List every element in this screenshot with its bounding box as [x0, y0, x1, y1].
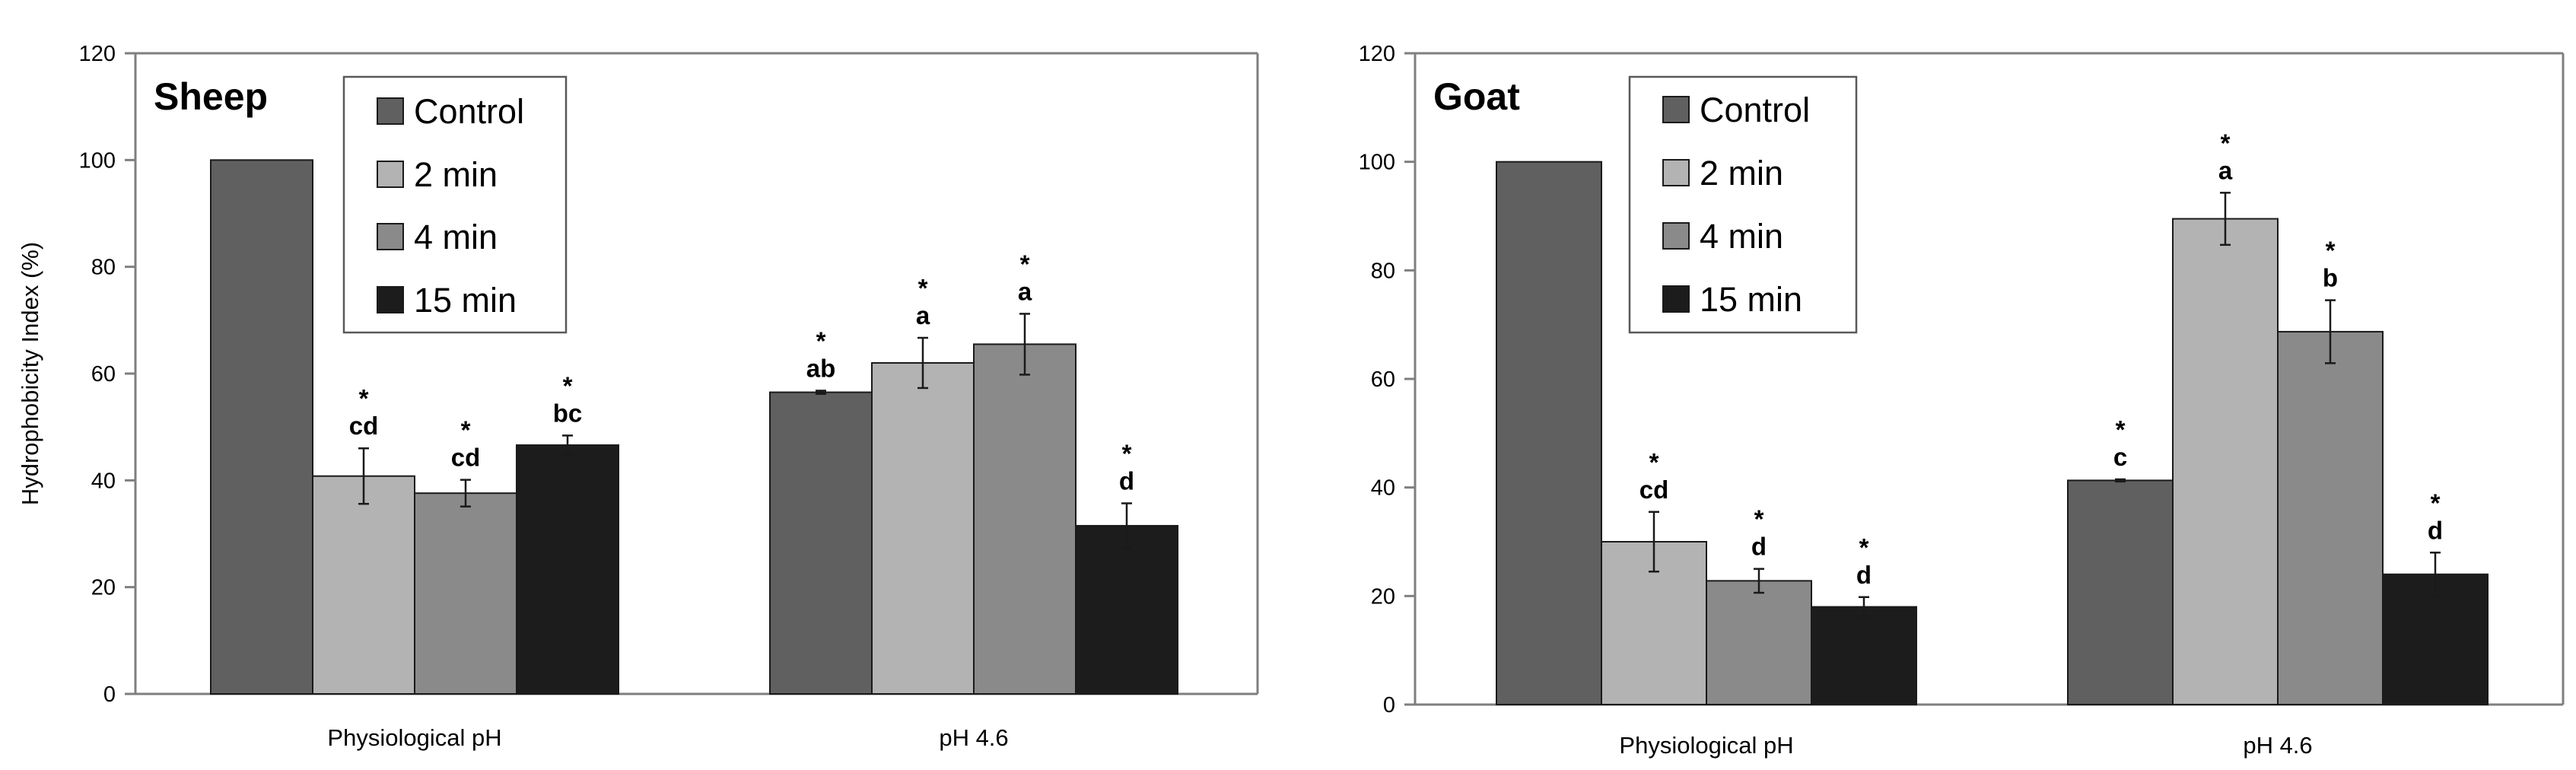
bar-4-min	[2277, 330, 2384, 705]
significance-star: *	[461, 416, 471, 444]
x-category-label: Physiological pH	[1619, 732, 1793, 759]
significance-star: *	[1122, 440, 1132, 468]
significance-letter: c	[2113, 443, 2127, 471]
bar-2-min	[312, 475, 415, 695]
y-axis-label: Hydrophobicity Index (%)	[17, 242, 43, 505]
chart-panel-1: 020406080100120Goatcd*d*d*Physiological …	[1359, 42, 2565, 759]
legend-swatch	[1662, 222, 1690, 250]
significance-letter: ab	[806, 354, 836, 382]
legend-label: 4 min	[414, 218, 498, 256]
legend-label: 2 min	[414, 155, 498, 194]
significance-star: *	[2116, 415, 2126, 444]
bar-15-min	[1075, 524, 1178, 695]
significance-star: *	[2326, 237, 2336, 265]
bar-15-min	[1811, 606, 1917, 705]
bar-control	[2067, 479, 2174, 705]
x-category-label: Physiological pH	[327, 724, 501, 751]
legend-label: Control	[414, 92, 524, 131]
y-tick-label: 0	[1383, 693, 1395, 718]
legend-label: 15 min	[1700, 280, 1802, 319]
legend-label: 4 min	[1700, 217, 1783, 256]
bar-control	[1496, 161, 1602, 705]
y-tick-label: 100	[1359, 151, 1395, 175]
significance-letter: cd	[1639, 476, 1669, 504]
significance-star: *	[2431, 488, 2441, 517]
significance-star: *	[1649, 448, 1659, 476]
y-tick-label: 80	[91, 256, 116, 280]
significance-star: *	[918, 274, 928, 302]
significance-letter: cd	[349, 412, 379, 440]
legend-swatch	[1662, 285, 1690, 313]
bar-control	[769, 391, 873, 695]
significance-star: *	[563, 371, 573, 399]
significance-star: *	[1020, 250, 1030, 278]
legend-swatch	[377, 97, 404, 125]
significance-star: *	[1859, 533, 1869, 562]
y-tick-label: 100	[79, 148, 116, 173]
chart-panel-0: 0 20 40 60 80 100 120 Hydrophobicity Index (%) S…	[17, 42, 1259, 751]
significance-letter: b	[2323, 264, 2338, 292]
significance-letter: d	[1856, 561, 1872, 589]
y-tick-label: 0	[103, 682, 116, 707]
legend-label: 2 min	[1700, 154, 1783, 192]
bar-15-min	[516, 444, 619, 695]
legend-swatch	[377, 161, 404, 188]
y-tick-label: 60	[1371, 368, 1395, 392]
bar-4-min	[973, 343, 1077, 695]
panel-title: Sheep	[154, 75, 268, 118]
y-tick-label: 120	[1359, 42, 1395, 66]
bar-2-min	[871, 361, 975, 695]
x-category-label: pH 4.6	[2243, 732, 2312, 759]
y-tick-label: 40	[91, 469, 116, 493]
y-tick-label: 60	[91, 362, 116, 387]
legend-swatch	[1662, 159, 1690, 186]
significance-star: *	[816, 326, 826, 355]
significance-letter: bc	[553, 399, 583, 427]
bar-control	[210, 159, 313, 695]
significance-letter: d	[2428, 516, 2443, 544]
significance-letter: cd	[451, 444, 481, 472]
bar-4-min	[414, 492, 517, 695]
significance-letter: d	[1119, 467, 1134, 495]
legend-swatch	[377, 286, 404, 313]
y-tick-label: 40	[1371, 476, 1395, 501]
y-tick-label: 120	[79, 42, 116, 66]
significance-letter: a	[916, 301, 930, 329]
significance-letter: a	[1018, 277, 1032, 305]
legend-label: Control	[1700, 91, 1810, 129]
significance-letter: a	[2218, 156, 2233, 184]
significance-letter: d	[1751, 533, 1767, 561]
legend-label: 15 min	[414, 281, 517, 320]
panel-title: Goat	[1433, 75, 1520, 118]
bar-2-min	[2172, 218, 2279, 706]
y-tick-label: 20	[1371, 584, 1395, 609]
y-tick-label: 20	[91, 576, 116, 600]
significance-star: *	[1754, 505, 1764, 533]
x-category-label: pH 4.6	[939, 724, 1008, 751]
y-tick-label: 80	[1371, 259, 1395, 283]
significance-star: *	[2221, 129, 2231, 157]
legend-swatch	[1662, 96, 1690, 123]
significance-star: *	[359, 384, 369, 412]
legend-swatch	[377, 223, 404, 250]
bar-4-min	[1706, 580, 1812, 705]
